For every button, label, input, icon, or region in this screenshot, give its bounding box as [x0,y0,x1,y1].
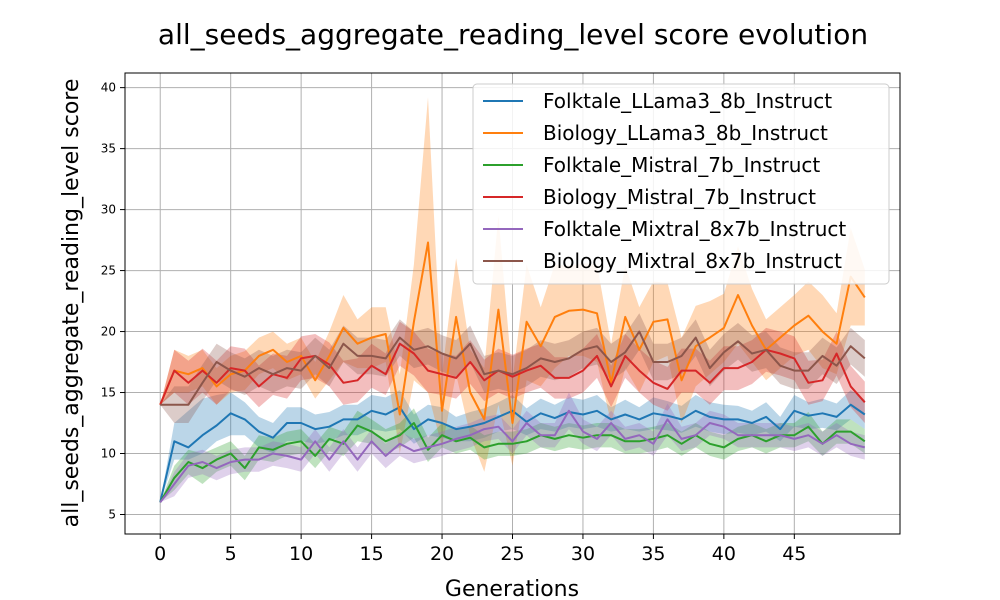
y-tick-label: 20 [101,325,116,339]
y-tick-label: 25 [101,264,116,278]
series-line-5 [160,330,866,406]
series-line-3 [159,342,866,406]
y-axis: 5 10 15 20 25 30 35 40 [101,81,125,521]
x-axis-label: Generations [445,577,579,600]
x-tick-label: 15 [359,543,383,565]
confidence-band-4 [160,392,865,503]
x-tick-label: 45 [782,543,806,565]
x-tick-label: 35 [641,543,665,565]
series-line-2 [159,422,866,503]
legend-label-5: Biology_Mixtral_8x7b_Instruct [543,249,842,273]
y-tick-label: 40 [101,81,116,95]
y-tick-label: 5 [108,507,116,521]
series-line-0 [159,403,866,503]
y-axis-label: all_seeds_aggregate_reading_level score [59,79,84,528]
chart-title: all_seeds_aggregate_reading_level score … [158,18,868,51]
legend: Folktale_LLama3_8b_Instruct Biology_LLama… [472,83,890,285]
legend-label-3: Biology_Mistral_7b_Instruct [543,185,816,209]
confidence-band-2 [160,408,865,503]
legend-label-1: Biology_LLama3_8b_Instruct [543,121,828,145]
confidence-band-1 [160,97,865,472]
x-tick-label: 5 [225,543,237,565]
y-tick-label: 10 [101,447,116,461]
x-tick-label: 25 [500,543,524,565]
x-tick-label: 30 [571,543,595,565]
y-tick-label: 15 [101,386,116,400]
x-tick-label: 10 [289,543,313,565]
confidence-band-0 [160,390,865,503]
legend-label-0: Folktale_LLama3_8b_Instruct [543,89,832,113]
y-tick-label: 35 [101,142,116,156]
x-tick-label: 20 [430,543,454,565]
series-lines [159,241,866,503]
x-tick-label: 40 [712,543,736,565]
x-tick-label: 0 [154,543,166,565]
legend-label-2: Folktale_Mistral_7b_Instruct [543,153,820,177]
legend-label-4: Folktale_Mixtral_8x7b_Instruct [543,217,846,241]
series-line-1 [159,241,866,424]
y-tick-label: 30 [101,203,116,217]
x-axis: 0 5 10 15 20 25 30 35 40 45 [154,534,806,565]
legend-box [472,83,890,285]
confidence-band-3 [160,321,865,423]
series-line-4 [159,409,866,503]
